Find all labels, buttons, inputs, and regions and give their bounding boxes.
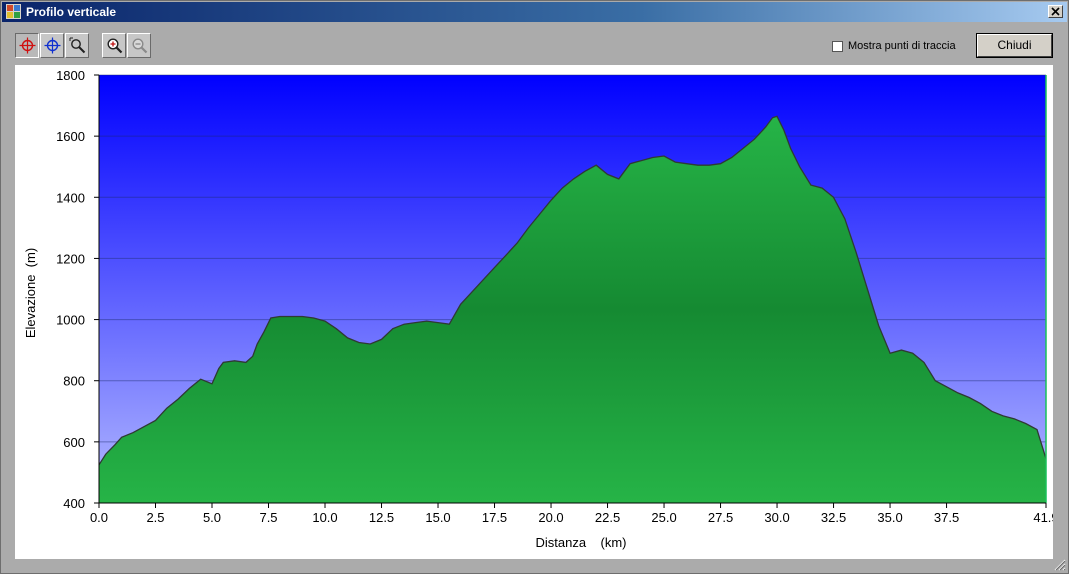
elevation-area	[99, 116, 1046, 504]
x-axis-ticks: 0.0 2.5 5.0 7.5 10.0 12.5 15.0 17.5 20.0 22.5 25.0…	[90, 503, 1053, 525]
x-tick-label: 7.5	[259, 510, 277, 525]
crosshair-blue-tool[interactable]	[40, 33, 64, 58]
crosshair-red-tool[interactable]	[15, 33, 39, 58]
y-axis-label: Elevazione (m)	[23, 248, 38, 338]
x-tick-label: 15.0	[425, 510, 450, 525]
x-tick-label: 27.5	[708, 510, 733, 525]
x-tick-label: 41.9	[1033, 510, 1053, 525]
x-axis-label: Distanza (km)	[535, 535, 626, 550]
x-tick-label: 30.0	[764, 510, 789, 525]
elevation-line	[98, 115, 1047, 466]
window-close-button[interactable]	[1048, 5, 1063, 18]
zoom-out-icon	[132, 38, 148, 54]
x-tick-label: 25.0	[651, 510, 676, 525]
x-tick-label: 35.0	[877, 510, 902, 525]
crosshair-red-icon	[19, 37, 36, 54]
y-tick-label: 800	[63, 374, 85, 389]
x-tick-label: 5.0	[203, 510, 221, 525]
window-title: Profilo verticale	[26, 5, 117, 19]
y-tick-label: 1400	[56, 190, 85, 205]
x-tick-label: 10.0	[312, 510, 337, 525]
zoom-select-tool[interactable]	[65, 33, 89, 58]
zoom-out-tool[interactable]	[127, 33, 151, 58]
close-icon	[1051, 7, 1060, 16]
app-icon	[6, 4, 21, 19]
y-tick-label: 600	[63, 435, 85, 450]
y-tick-label: 400	[63, 496, 85, 511]
x-tick-label: 17.5	[482, 510, 507, 525]
x-tick-label: 0.0	[90, 510, 108, 525]
y-tick-label: 1800	[56, 68, 85, 83]
close-button[interactable]: Chiudi	[976, 33, 1053, 58]
y-axis-ticks: 400 600 800 1000 1200 1400 1600 1800	[56, 68, 99, 511]
title-bar[interactable]: Profilo verticale	[2, 2, 1067, 22]
x-tick-label: 2.5	[146, 510, 164, 525]
x-tick-label: 12.5	[369, 510, 394, 525]
x-tick-label: 32.5	[821, 510, 846, 525]
x-tick-label: 20.0	[538, 510, 563, 525]
zoom-rect-icon	[69, 37, 86, 54]
y-tick-label: 1000	[56, 313, 85, 328]
show-track-points-label: Mostra punti di traccia	[848, 40, 956, 52]
resize-grip-icon[interactable]	[1054, 559, 1066, 571]
y-tick-label: 1600	[56, 129, 85, 144]
elevation-chart[interactable]: 0.0 2.5 5.0 7.5 10.0 12.5 15.0 17.5 20.0 22.5 25.0…	[15, 65, 1053, 559]
x-tick-label: 22.5	[595, 510, 620, 525]
zoom-in-icon	[107, 38, 123, 54]
y-tick-label: 1200	[56, 251, 85, 266]
elevation-chart-panel[interactable]: 0.0 2.5 5.0 7.5 10.0 12.5 15.0 17.5 20.0 22.5 25.0…	[15, 65, 1053, 559]
crosshair-blue-icon	[44, 37, 61, 54]
zoom-in-tool[interactable]	[102, 33, 126, 58]
show-track-points-checkbox[interactable]	[832, 41, 843, 52]
x-tick-label: 37.5	[934, 510, 959, 525]
